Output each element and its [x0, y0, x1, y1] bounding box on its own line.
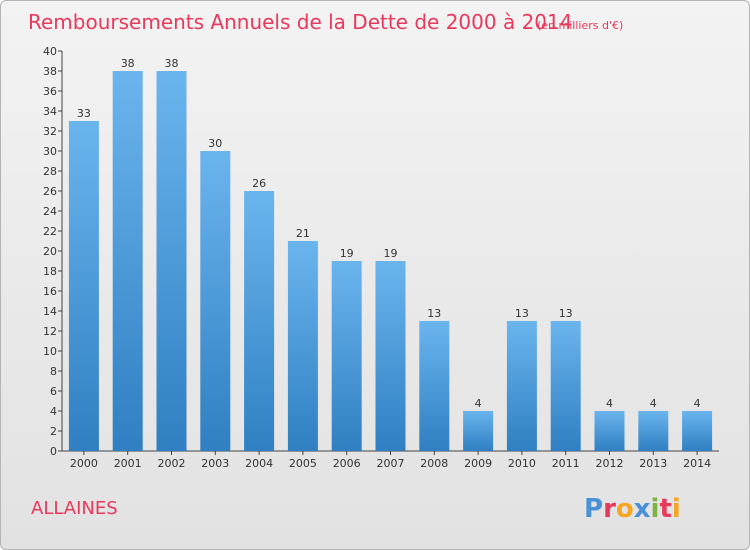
y-tick-label: 32 — [43, 125, 57, 138]
x-tick-label: 2005 — [289, 457, 317, 470]
logo-letter: i — [651, 494, 660, 524]
bar-2005 — [287, 241, 318, 451]
logo-letter: i — [672, 494, 681, 524]
chart-title: Remboursements Annuels de la Dette de 20… — [28, 10, 572, 34]
x-tick-label: 2011 — [552, 457, 580, 470]
y-tick-label: 36 — [43, 85, 57, 98]
data-label-2003: 30 — [208, 137, 222, 150]
data-label-2010: 13 — [515, 307, 529, 320]
data-label-2007: 19 — [384, 247, 398, 260]
data-label-2014: 4 — [694, 397, 701, 410]
y-tick-label: 8 — [50, 365, 57, 378]
x-tick-label: 2003 — [201, 457, 229, 470]
x-tick-label: 2012 — [596, 457, 624, 470]
x-tick-label: 2007 — [377, 457, 405, 470]
data-label-2012: 4 — [606, 397, 613, 410]
logo-letter: P — [584, 494, 603, 524]
bar-2014 — [682, 411, 713, 451]
y-tick-label: 2 — [50, 425, 57, 438]
bar-2011 — [550, 321, 581, 451]
data-label-2002: 38 — [165, 57, 179, 70]
y-tick-label: 16 — [43, 285, 57, 298]
y-tick-label: 24 — [43, 205, 57, 218]
y-tick-label: 34 — [43, 105, 57, 118]
x-tick-label: 2010 — [508, 457, 536, 470]
x-tick-label: 2013 — [639, 457, 667, 470]
y-tick-label: 38 — [43, 65, 57, 78]
commune-name: ALLAINES — [31, 498, 118, 519]
bar-2003 — [200, 151, 231, 451]
bar-2007 — [375, 261, 406, 451]
x-tick-label: 2009 — [464, 457, 492, 470]
data-label-2001: 38 — [121, 57, 135, 70]
chart-subtitle: (en milliers d'€) — [537, 19, 623, 32]
y-tick-label: 0 — [50, 445, 57, 458]
data-label-2008: 13 — [427, 307, 441, 320]
logo-letter: o — [616, 494, 634, 524]
bar-2006 — [331, 261, 362, 451]
data-label-2009: 4 — [475, 397, 482, 410]
x-tick-label: 2000 — [70, 457, 98, 470]
y-tick-label: 22 — [43, 225, 57, 238]
y-tick-label: 20 — [43, 245, 57, 258]
bar-2013 — [638, 411, 669, 451]
bar-2002 — [156, 71, 187, 451]
bar-2010 — [506, 321, 537, 451]
y-tick-label: 40 — [43, 45, 57, 58]
bar-2009 — [463, 411, 494, 451]
data-label-2000: 33 — [77, 107, 91, 120]
data-label-2011: 13 — [559, 307, 573, 320]
logo-letter: x — [634, 494, 651, 524]
y-tick-label: 28 — [43, 165, 57, 178]
y-tick-label: 30 — [43, 145, 57, 158]
y-tick-label: 4 — [50, 405, 57, 418]
data-label-2004: 26 — [252, 177, 266, 190]
bar-2012 — [594, 411, 625, 451]
x-tick-label: 2002 — [158, 457, 186, 470]
bars: 33 38 38 30 26 21 19 19 13 4 13 13 4 4 4 — [68, 57, 713, 451]
data-label-2013: 4 — [650, 397, 657, 410]
logo-letter: r — [603, 494, 616, 524]
bar-2001 — [112, 71, 143, 451]
bar-2008 — [419, 321, 450, 451]
data-label-2006: 19 — [340, 247, 354, 260]
x-tick-label: 2004 — [245, 457, 273, 470]
bar-2000 — [68, 121, 99, 451]
logo-letter: t — [659, 494, 671, 524]
x-tick-label: 2006 — [333, 457, 361, 470]
bar-2004 — [244, 191, 275, 451]
y-tick-label: 12 — [43, 325, 57, 338]
data-label-2005: 21 — [296, 227, 310, 240]
proxiti-logo: Proxiti — [584, 494, 681, 524]
x-axis: 2000 2001 2002 2003 2004 2005 2006 2007 2008 2009… — [62, 450, 719, 470]
y-tick-label: 6 — [50, 385, 57, 398]
x-tick-label: 2014 — [683, 457, 711, 470]
y-tick-label: 10 — [43, 345, 57, 358]
y-tick-label: 26 — [43, 185, 57, 198]
x-tick-label: 2008 — [420, 457, 448, 470]
y-tick-label: 18 — [43, 265, 57, 278]
y-tick-label: 14 — [43, 305, 57, 318]
x-tick-label: 2001 — [114, 457, 142, 470]
